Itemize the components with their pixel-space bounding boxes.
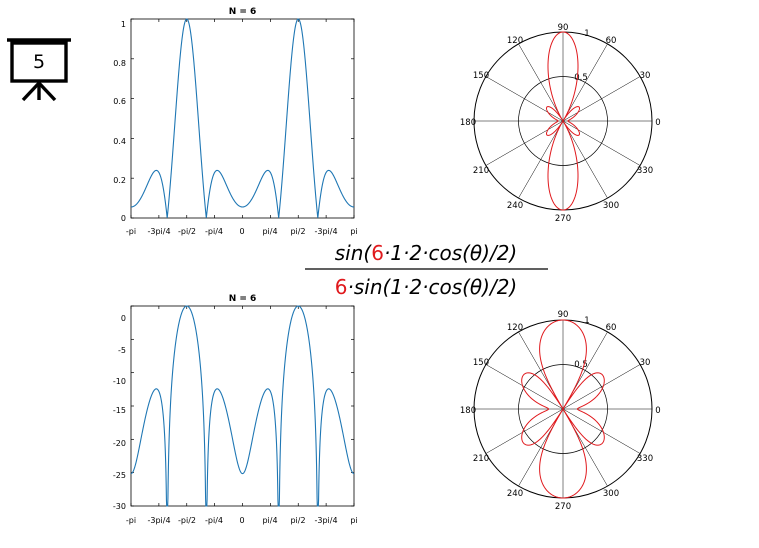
x-tick-label: -pi <box>126 227 136 236</box>
radial-label: 0.5 <box>574 360 588 370</box>
angle-label: 210 <box>473 166 489 176</box>
chart-linear-title: N = 6 <box>229 7 257 17</box>
chart-polar-db: 0 30 60 90 120 150 180 210 240 270 300 3… <box>460 310 661 512</box>
y-tick-label: -30 <box>113 502 126 511</box>
polar-linear-grid <box>473 31 653 211</box>
angle-label: 300 <box>603 201 619 211</box>
radial-label: 1 <box>584 29 589 39</box>
angle-label: 90 <box>558 310 569 320</box>
y-tick-label: -15 <box>113 406 126 415</box>
chart-db-pattern: N = 6 -pi -3pi/4 -pi/2 -pi/4 0 pi/4 pi/2… <box>113 294 358 525</box>
chart-polar-linear: 0 30 60 90 120 150 180 210 240 270 300 3… <box>460 23 661 224</box>
chart-db-x-ticks: -pi -3pi/4 -pi/2 -pi/4 0 pi/4 pi/2 -3pi/… <box>126 516 358 525</box>
y-tick-label: 0 <box>121 314 126 323</box>
formula-denominator-part: ·sin(1·2·cos(θ)/2) <box>347 275 517 299</box>
x-tick-label: pi/4 <box>262 227 277 236</box>
chart-linear-y-ticks: 0 0.2 0.4 0.6 0.8 1 <box>113 20 126 223</box>
x-tick-label: pi <box>350 516 357 525</box>
angle-label: 300 <box>603 489 619 499</box>
formula-denominator-n: 6 <box>335 275 348 299</box>
formula-numerator-n: 6 <box>371 241 384 265</box>
y-tick-label: 0.8 <box>113 59 126 68</box>
x-tick-label: -pi/2 <box>178 516 196 525</box>
angle-label: 30 <box>640 358 651 368</box>
formula-denominator: 6·sin(1·2·cos(θ)/2) <box>335 275 517 299</box>
polar-db-series-line <box>521 319 605 499</box>
x-tick-label: -3pi/4 <box>314 227 337 236</box>
formula-numerator-part: sin( <box>335 241 373 265</box>
angle-label: 0 <box>655 406 660 416</box>
angle-label: 180 <box>460 118 476 128</box>
x-tick-label: -3pi/4 <box>314 516 337 525</box>
y-tick-label: 0.4 <box>113 137 126 146</box>
x-tick-label: -pi/4 <box>205 227 223 236</box>
slide-number: 5 <box>33 51 45 73</box>
chart-linear-x-ticks: -pi -3pi/4 -pi/2 -pi/4 0 pi/4 pi/2 -3pi/… <box>126 227 358 236</box>
x-tick-label: -pi/4 <box>205 516 223 525</box>
formula-numerator-part: ·1·2·cos(θ)/2) <box>384 241 517 265</box>
chart-linear-axes-box <box>130 18 355 219</box>
y-tick-label: -25 <box>113 471 126 480</box>
polar-db-angle-labels: 0 30 60 90 120 150 180 210 240 270 300 3… <box>460 310 661 512</box>
angle-label: 180 <box>460 406 476 416</box>
y-tick-label: -10 <box>113 377 126 386</box>
chart-db-title: N = 6 <box>229 294 257 304</box>
presentation-board-icon <box>7 38 71 102</box>
angle-label: 330 <box>637 454 653 464</box>
angle-label: 270 <box>555 502 571 512</box>
chart-linear-tick-marks <box>130 18 355 219</box>
x-tick-label: -3pi/4 <box>147 227 170 236</box>
x-tick-label: pi/2 <box>290 516 305 525</box>
x-tick-label: -pi <box>126 516 136 525</box>
y-tick-label: 0.6 <box>113 97 126 106</box>
angle-label: 0 <box>655 118 660 128</box>
angle-label: 120 <box>507 323 523 333</box>
chart-linear-pattern: N = 6 -pi -3pi/4 -pi/2 -pi/4 0 pi/4 pi/2… <box>113 7 357 236</box>
angle-label: 240 <box>507 489 523 499</box>
angle-label: 270 <box>555 214 571 224</box>
y-tick-label: 0 <box>121 214 126 223</box>
chart-db-series-line <box>130 305 355 507</box>
angle-label: 90 <box>558 23 569 33</box>
polar-linear-series-line <box>546 31 580 211</box>
x-tick-label: 0 <box>239 227 244 236</box>
slide-number-badge: 5 <box>7 38 71 102</box>
angle-label: 240 <box>507 201 523 211</box>
x-tick-label: -pi/2 <box>178 227 196 236</box>
chart-db-axes-box <box>130 305 355 507</box>
polar-linear-angle-labels: 0 30 60 90 120 150 180 210 240 270 300 3… <box>460 23 661 224</box>
chart-db-tick-marks <box>130 305 355 507</box>
y-tick-label: 1 <box>121 20 126 29</box>
angle-label: 120 <box>507 36 523 46</box>
angle-label: 210 <box>473 454 489 464</box>
array-factor-formula: sin(6·1·2·cos(θ)/2) 6·sin(1·2·cos(θ)/2) <box>305 241 548 299</box>
x-tick-label: pi <box>350 227 357 236</box>
x-tick-label: -3pi/4 <box>147 516 170 525</box>
x-tick-label: pi/4 <box>262 516 277 525</box>
x-tick-label: pi/2 <box>290 227 305 236</box>
angle-label: 60 <box>606 36 617 46</box>
y-tick-label: -20 <box>113 439 126 448</box>
polar-spoke <box>485 76 641 166</box>
radial-label: 0.5 <box>574 73 588 83</box>
angle-label: 60 <box>606 323 617 333</box>
angle-label: 30 <box>640 71 651 81</box>
formula-numerator: sin(6·1·2·cos(θ)/2) <box>335 241 517 265</box>
angle-label: 150 <box>473 358 489 368</box>
chart-db-y-ticks: -30 -25 -20 -15 -10 -5 0 <box>113 314 126 511</box>
radial-label: 1 <box>584 316 589 326</box>
y-tick-label: -5 <box>118 346 126 355</box>
x-tick-label: 0 <box>239 516 244 525</box>
y-tick-label: 0.2 <box>113 176 126 185</box>
chart-linear-series-line <box>130 18 355 218</box>
angle-label: 150 <box>473 71 489 81</box>
angle-label: 330 <box>637 166 653 176</box>
